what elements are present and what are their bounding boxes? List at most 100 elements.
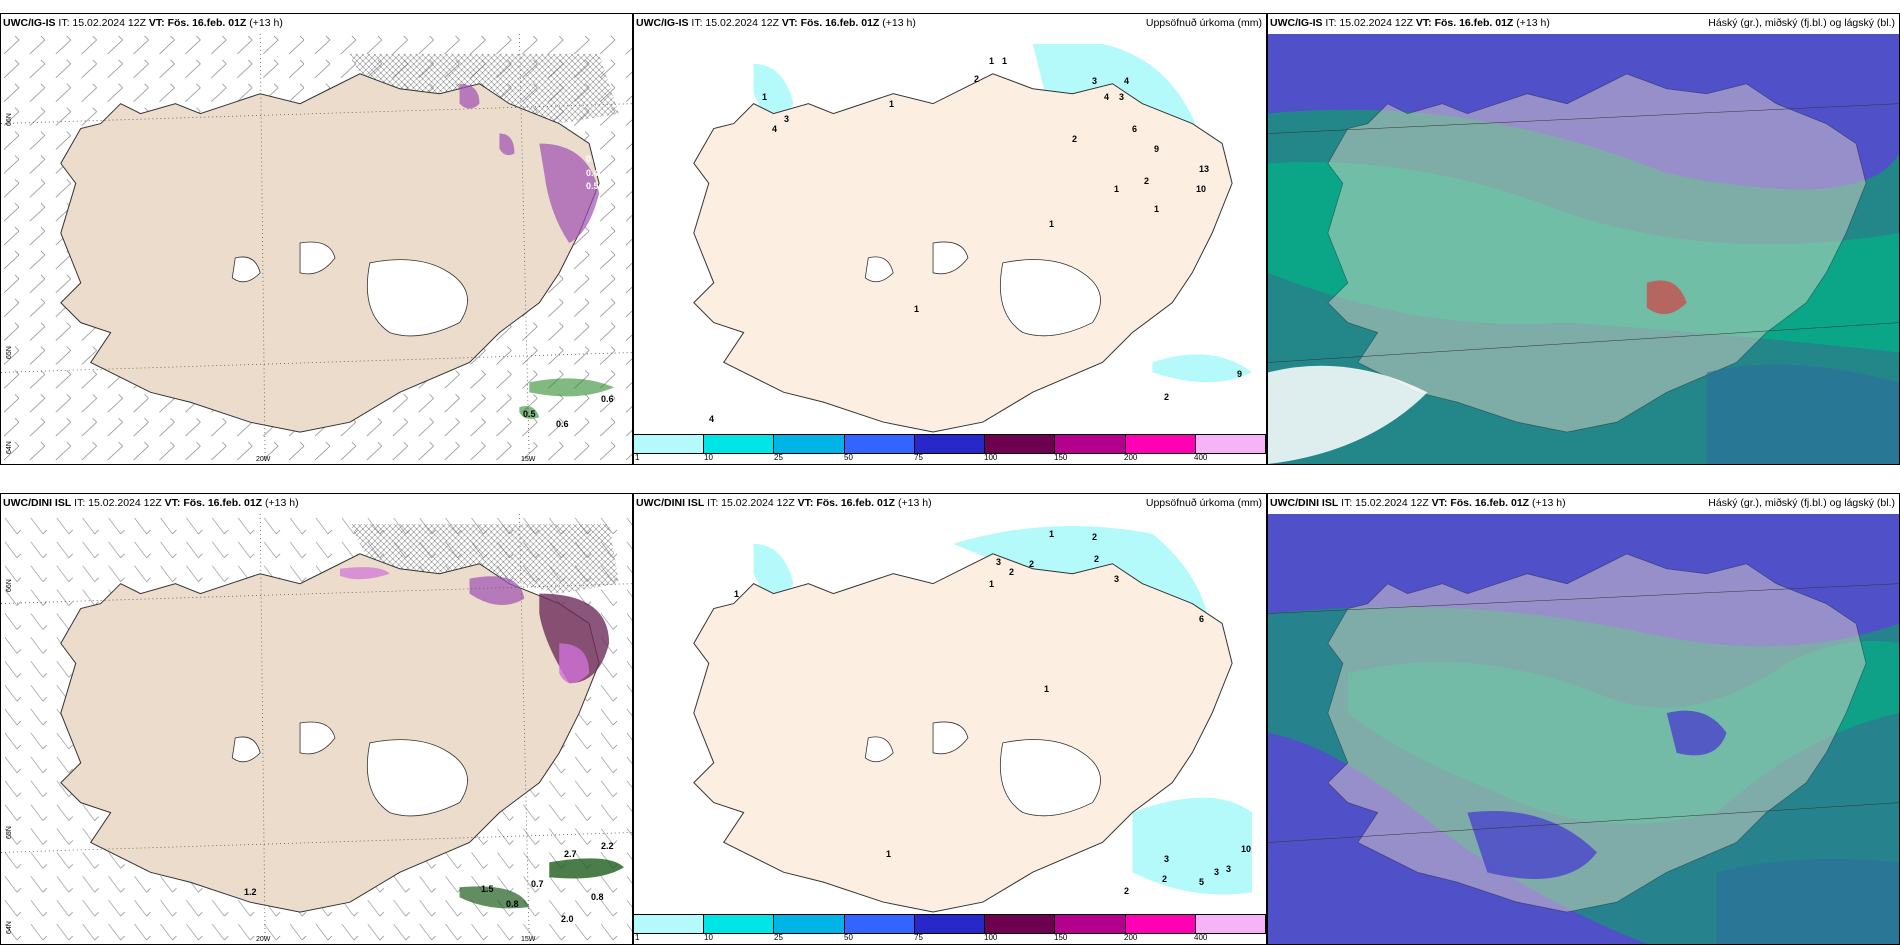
precip-legend: 1 10 25 50 75 100 150 200 400 — [634, 914, 1266, 944]
init-time: IT: 15.02.2024 12Z — [704, 497, 798, 509]
map-clouds — [1268, 514, 1899, 944]
legend-cell — [985, 915, 1056, 933]
value-label: 2 — [1009, 567, 1015, 577]
legend-tick: 100 — [984, 933, 998, 942]
value-label: 2 — [1144, 176, 1150, 186]
lead-time: (+13 h) — [1529, 497, 1566, 509]
map-iceland — [634, 34, 1266, 434]
valid-time: Fös. 16.feb. 01Z — [1447, 497, 1530, 509]
value-label: 2 — [1162, 874, 1168, 884]
lead-time: (+13 h) — [262, 497, 299, 509]
value-label: 2 — [1072, 134, 1078, 144]
legend-cell — [634, 435, 705, 453]
value-label: 1 — [989, 56, 995, 66]
legend-cell — [704, 915, 775, 933]
lead-time: (+13 h) — [895, 497, 932, 509]
value-label: 2 — [1094, 554, 1100, 564]
lat-label: 65N — [6, 346, 13, 359]
panel-precip-igis: UWC/IG-IS IT: 15.02.2024 12Z VT: Fös. 16… — [633, 13, 1267, 465]
value-label: 6 — [1132, 124, 1138, 134]
panel-header: UWC/DINI ISL IT: 15.02.2024 12Z VT: Fös.… — [634, 494, 1266, 512]
panel-wind-snow-igis: UWC/IG-IS IT: 15.02.2024 12Z VT: Fös. 16… — [0, 13, 633, 465]
map-svg — [1, 514, 632, 944]
legend-cell — [1055, 435, 1126, 453]
value-label: 2 — [1029, 559, 1035, 569]
lon-label: 20W — [256, 456, 271, 463]
map-svg — [1268, 514, 1899, 944]
value-label: 10 — [1241, 844, 1252, 854]
value-label: 0.7 — [531, 879, 544, 889]
init-time: IT: 15.02.2024 12Z — [688, 17, 782, 29]
legend-cell — [914, 915, 986, 933]
legend-tick: 25 — [774, 453, 783, 462]
legend-tick: 1 — [635, 933, 640, 942]
value-label: 4 — [1104, 92, 1110, 102]
value-label: 2.2 — [601, 841, 614, 851]
value-label: 4 — [772, 124, 778, 134]
value-label: 3 — [1226, 864, 1232, 874]
legend-tick: 200 — [1124, 933, 1138, 942]
value-label: 4 — [1124, 76, 1130, 86]
legend-cell — [774, 435, 845, 453]
value-label: 1 — [1049, 529, 1055, 539]
value-label: 0.8 — [591, 892, 604, 902]
init-time: IT: 15.02.2024 12Z — [55, 17, 149, 29]
value-label: 3 — [1164, 854, 1170, 864]
map-svg — [1268, 34, 1899, 464]
legend-cell — [634, 915, 705, 933]
value-label: 3 — [996, 557, 1002, 567]
init-time: IT: 15.02.2024 12Z — [1338, 497, 1432, 509]
valid-label: VT: — [164, 497, 181, 509]
legend-cell — [1195, 915, 1266, 933]
value-label: 1 — [734, 589, 740, 599]
lon-label: 15W — [521, 456, 536, 463]
valid-label: VT: — [1431, 497, 1448, 509]
value-label: 3 — [1114, 574, 1120, 584]
valid-time: Fös. 16.feb. 01Z — [813, 497, 896, 509]
lat-label: 65N — [6, 826, 13, 839]
legend-cell — [985, 435, 1056, 453]
map-svg — [693, 525, 1253, 913]
legend-cell — [774, 915, 845, 933]
valid-label: VT: — [1415, 17, 1432, 29]
model-name: UWC/DINI ISL — [3, 497, 72, 509]
panel-title: Uppsöfnuð úrkoma (mm) — [1145, 17, 1262, 29]
panel-precip-dini: UWC/DINI ISL IT: 15.02.2024 12Z VT: Fös.… — [633, 493, 1267, 945]
value-label: 5 — [1199, 877, 1205, 887]
panel-clouds-igis: UWC/IG-IS IT: 15.02.2024 12Z VT: Fös. 16… — [1267, 13, 1900, 465]
value-label: 0.5 — [523, 409, 536, 419]
value-label: 0.6 — [556, 419, 569, 429]
legend-tick: 150 — [1054, 933, 1068, 942]
legend-cell — [1125, 435, 1196, 453]
value-label: 10 — [1196, 184, 1207, 194]
valid-label: VT: — [148, 17, 165, 29]
model-name: UWC/DINI ISL — [636, 497, 705, 509]
value-label: 1 — [1002, 56, 1008, 66]
panel-header: UWC/IG-IS IT: 15.02.2024 12Z VT: Fös. 16… — [634, 14, 1266, 32]
panel-header: UWC/DINI ISL IT: 15.02.2024 12Z VT: Fös.… — [1, 494, 632, 512]
init-time: IT: 15.02.2024 12Z — [1322, 17, 1416, 29]
model-name: UWC/DINI ISL — [1270, 497, 1339, 509]
lat-label: 66N — [6, 113, 13, 126]
value-label: 1.5 — [481, 884, 494, 894]
panel-title: Háský (gr.), miðský (fj.bl.) og lágský (… — [1708, 497, 1895, 509]
lat-label: 66N — [6, 579, 13, 592]
value-label: 3 — [784, 114, 790, 124]
value-label: 1 — [1044, 684, 1050, 694]
legend-tick: 10 — [704, 933, 713, 942]
value-label: 0.6 — [601, 394, 614, 404]
value-label: 2 — [1124, 886, 1130, 896]
lat-label: 64N — [6, 441, 13, 454]
legend-cell — [844, 915, 915, 933]
value-label: 0.6 — [586, 154, 599, 164]
lon-label: 20W — [256, 936, 271, 943]
legend-tick: 100 — [984, 453, 998, 462]
legend-cell — [1125, 915, 1196, 933]
value-label: 1 — [889, 99, 895, 109]
lon-label: 15W — [521, 936, 536, 943]
panel-header: UWC/DINI ISL IT: 15.02.2024 12Z VT: Fös.… — [1268, 494, 1899, 512]
precip-legend: 1 10 25 50 75 100 150 200 400 — [634, 434, 1266, 464]
valid-time: Fös. 16.feb. 01Z — [797, 17, 880, 29]
lead-time: (+13 h) — [246, 17, 283, 29]
legend-colorbar — [634, 914, 1266, 934]
